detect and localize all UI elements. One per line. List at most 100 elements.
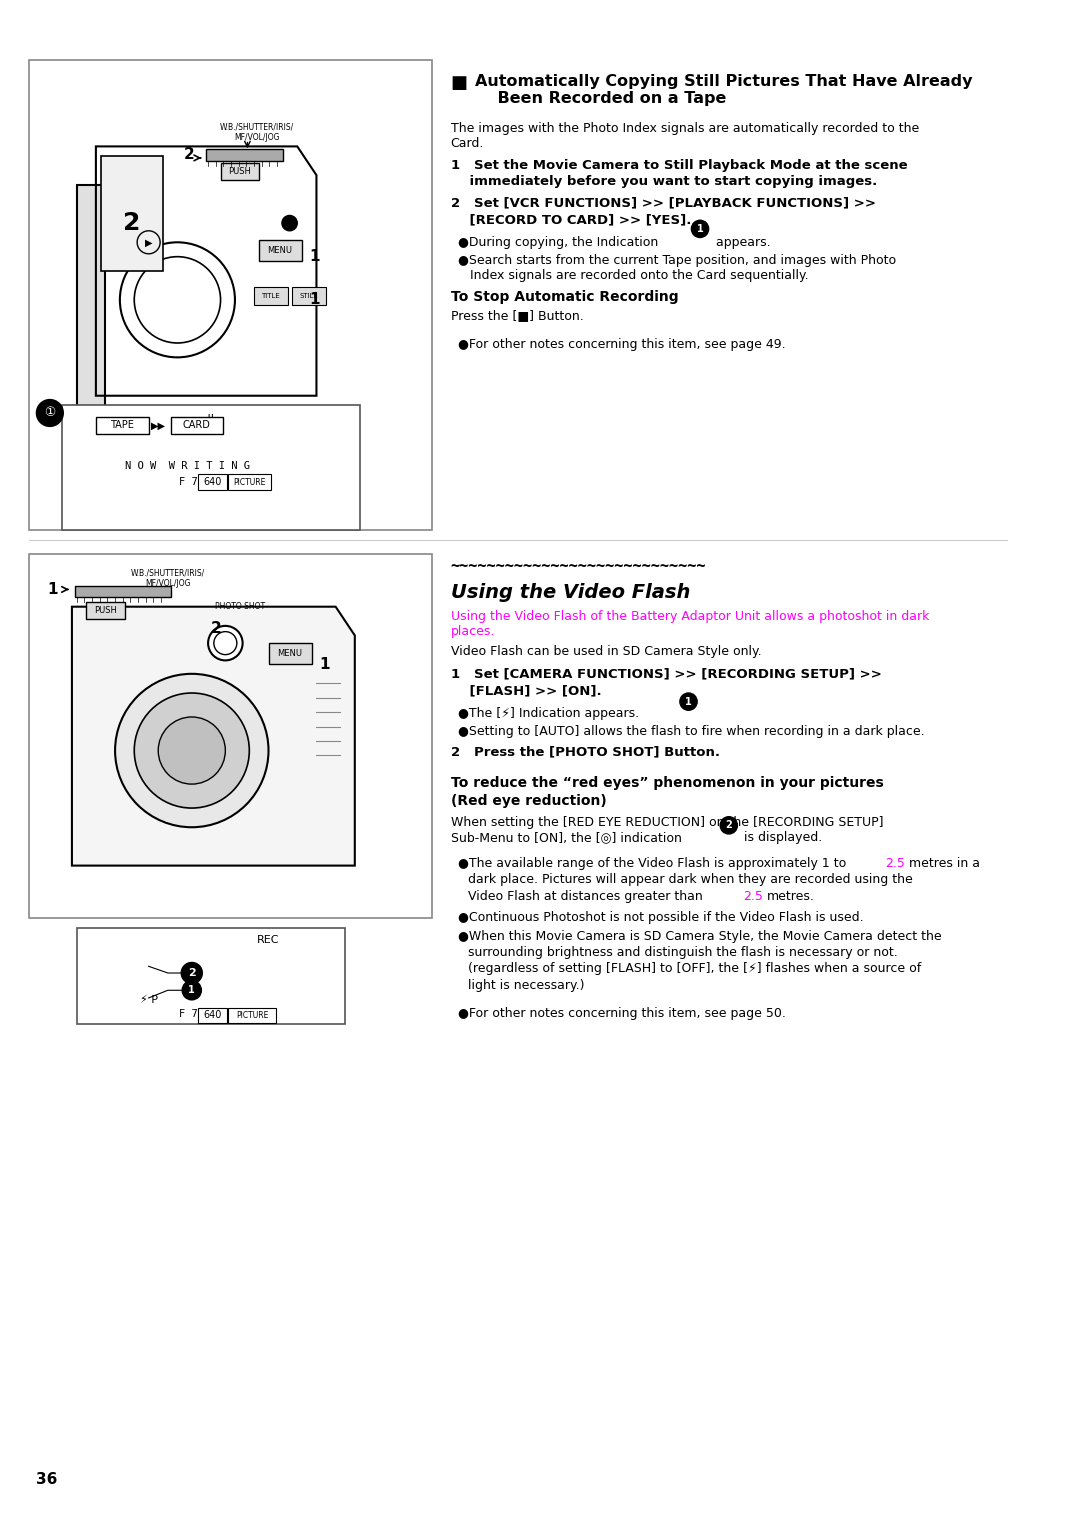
Bar (206, 150, 283, 160)
Text: Automatically Copying Still Pictures That Have Already: Automatically Copying Still Pictures Tha… (475, 75, 972, 90)
Text: light is necessary.): light is necessary.) (468, 978, 584, 992)
Text: ●Setting to [AUTO] allows the flash to fire when recording in a dark place.: ●Setting to [AUTO] allows the flash to f… (458, 725, 924, 737)
Text: 1   Set the Movie Camera to Still Playback Mode at the scene: 1 Set the Movie Camera to Still Playback… (450, 159, 907, 172)
Text: metres in a: metres in a (909, 858, 980, 870)
Text: PICTURE: PICTURE (233, 478, 266, 487)
Bar (100, 156, 163, 272)
Text: 640: 640 (204, 478, 222, 487)
Circle shape (181, 963, 202, 984)
Text: When setting the [RED EYE REDUCTION] on the [RECORDING SETUP]: When setting the [RED EYE REDUCTION] on … (450, 816, 883, 829)
Text: 2: 2 (123, 211, 140, 235)
Polygon shape (72, 607, 355, 865)
Text: 640: 640 (204, 1010, 222, 1021)
Circle shape (37, 400, 64, 426)
Bar (29, 60, 432, 530)
Circle shape (183, 981, 201, 1000)
Circle shape (116, 674, 269, 827)
Text: is displayed.: is displayed. (740, 832, 823, 844)
Text: Index signals are recorded onto the Card sequentially.: Index signals are recorded onto the Card… (470, 269, 809, 282)
Text: ●During copying, the Indication: ●During copying, the Indication (458, 235, 659, 249)
Circle shape (134, 693, 249, 809)
Bar (29, 554, 432, 919)
Text: ●Continuous Photoshot is not possible if the Video Flash is used.: ●Continuous Photoshot is not possible if… (458, 911, 864, 923)
Text: MENU: MENU (268, 246, 293, 255)
Circle shape (208, 626, 243, 661)
Text: PICTURE: PICTURE (237, 1010, 269, 1019)
Bar (254, 287, 287, 305)
Text: 36: 36 (37, 1471, 58, 1486)
Text: PUSH: PUSH (94, 606, 117, 615)
Bar (199, 475, 227, 490)
Text: 2: 2 (211, 621, 221, 636)
Text: STILL: STILL (299, 293, 318, 299)
Text: 2   Press the [PHOTO SHOT] Button.: 2 Press the [PHOTO SHOT] Button. (450, 746, 719, 758)
Text: W.B./SHUTTER/IRIS/: W.B./SHUTTER/IRIS/ (131, 569, 205, 578)
Bar (75, 586, 171, 597)
Text: 2   Set [VCR FUNCTIONS] >> [PLAYBACK FUNCTIONS] >>: 2 Set [VCR FUNCTIONS] >> [PLAYBACK FUNCT… (450, 197, 876, 209)
Text: ●The available range of the Video Flash is approximately 1 to: ●The available range of the Video Flash … (458, 858, 847, 870)
Text: ▶▶: ▶▶ (151, 421, 165, 430)
Text: 2: 2 (188, 967, 195, 978)
Circle shape (282, 215, 297, 230)
Text: Using the Video Flash: Using the Video Flash (450, 583, 690, 601)
Text: TAPE: TAPE (110, 421, 134, 430)
Text: W.B./SHUTTER/IRIS/: W.B./SHUTTER/IRIS/ (220, 122, 294, 131)
Text: 1: 1 (319, 656, 329, 671)
Text: ①: ① (44, 406, 55, 420)
Text: ●When this Movie Camera is SD Camera Style, the Movie Camera detect the: ●When this Movie Camera is SD Camera Sty… (458, 929, 942, 943)
Text: dark place. Pictures will appear dark when they are recorded using the: dark place. Pictures will appear dark wh… (468, 873, 913, 887)
Text: 1: 1 (188, 986, 195, 995)
Bar (96, 417, 149, 433)
Circle shape (691, 220, 708, 238)
Bar (86, 601, 124, 620)
Bar (77, 928, 346, 1024)
Bar (199, 1007, 227, 1022)
Bar (259, 241, 302, 261)
Text: immediately before you want to start copying images.: immediately before you want to start cop… (450, 175, 877, 188)
Text: MF/VOL/JOG: MF/VOL/JOG (145, 580, 190, 588)
Bar (269, 642, 312, 664)
Text: metres.: metres. (767, 890, 815, 902)
Circle shape (159, 717, 226, 784)
Text: To reduce the “red eyes” phenomenon in your pictures: To reduce the “red eyes” phenomenon in y… (450, 777, 883, 790)
Text: [FLASH] >> [ON].: [FLASH] >> [ON]. (450, 684, 602, 697)
Text: Press the [■] Button.: Press the [■] Button. (450, 310, 583, 322)
Polygon shape (77, 185, 106, 444)
Text: MENU: MENU (278, 649, 302, 658)
Bar (63, 406, 360, 530)
Text: PUSH: PUSH (228, 166, 252, 175)
Text: TITLE: TITLE (261, 293, 280, 299)
Text: Sub-Menu to [ON], the [◎] indication: Sub-Menu to [ON], the [◎] indication (450, 832, 681, 844)
Text: Video Flash can be used in SD Camera Style only.: Video Flash can be used in SD Camera Sty… (450, 645, 761, 658)
Text: MF/VOL/JOG: MF/VOL/JOG (234, 133, 280, 142)
Text: places.: places. (450, 626, 495, 638)
Text: The images with the Photo Index signals are automatically recorded to the: The images with the Photo Index signals … (450, 122, 919, 136)
Text: 1: 1 (309, 293, 320, 307)
Text: ■: ■ (450, 75, 468, 93)
Text: [RECORD TO CARD] >> [YES].: [RECORD TO CARD] >> [YES]. (450, 214, 691, 226)
Text: 1: 1 (48, 581, 58, 597)
Text: ●The [⚡] Indication appears.: ●The [⚡] Indication appears. (458, 708, 639, 720)
Text: ⚡ P: ⚡ P (139, 995, 158, 1004)
Text: (regardless of setting [FLASH] to [OFF], the [⚡] flashes when a source of: (regardless of setting [FLASH] to [OFF],… (468, 963, 921, 975)
Text: 1   Set [CAMERA FUNCTIONS] >> [RECORDING SETUP] >>: 1 Set [CAMERA FUNCTIONS] >> [RECORDING S… (450, 667, 881, 681)
Text: 2.5: 2.5 (743, 890, 764, 902)
Text: 1: 1 (697, 224, 703, 233)
Text: 2: 2 (184, 146, 194, 162)
Text: Using the Video Flash of the Battery Adaptor Unit allows a photoshot in dark: Using the Video Flash of the Battery Ada… (450, 609, 929, 623)
Text: Card.: Card. (450, 137, 484, 150)
Text: F 7: F 7 (178, 1009, 198, 1019)
Bar (171, 417, 224, 433)
Text: N O W  W R I T I N G: N O W W R I T I N G (125, 461, 251, 470)
Text: appears.: appears. (712, 235, 770, 249)
Bar (293, 287, 326, 305)
Text: (Red eye reduction): (Red eye reduction) (450, 794, 607, 807)
Text: 1: 1 (309, 249, 320, 264)
Circle shape (680, 693, 698, 710)
Text: surrounding brightness and distinguish the flash is necessary or not.: surrounding brightness and distinguish t… (468, 946, 897, 960)
Bar (228, 475, 271, 490)
Text: Video Flash at distances greater than: Video Flash at distances greater than (468, 890, 703, 902)
Text: F 7: F 7 (178, 478, 198, 487)
Text: 2.5: 2.5 (886, 858, 905, 870)
Text: CARD: CARD (183, 421, 211, 430)
